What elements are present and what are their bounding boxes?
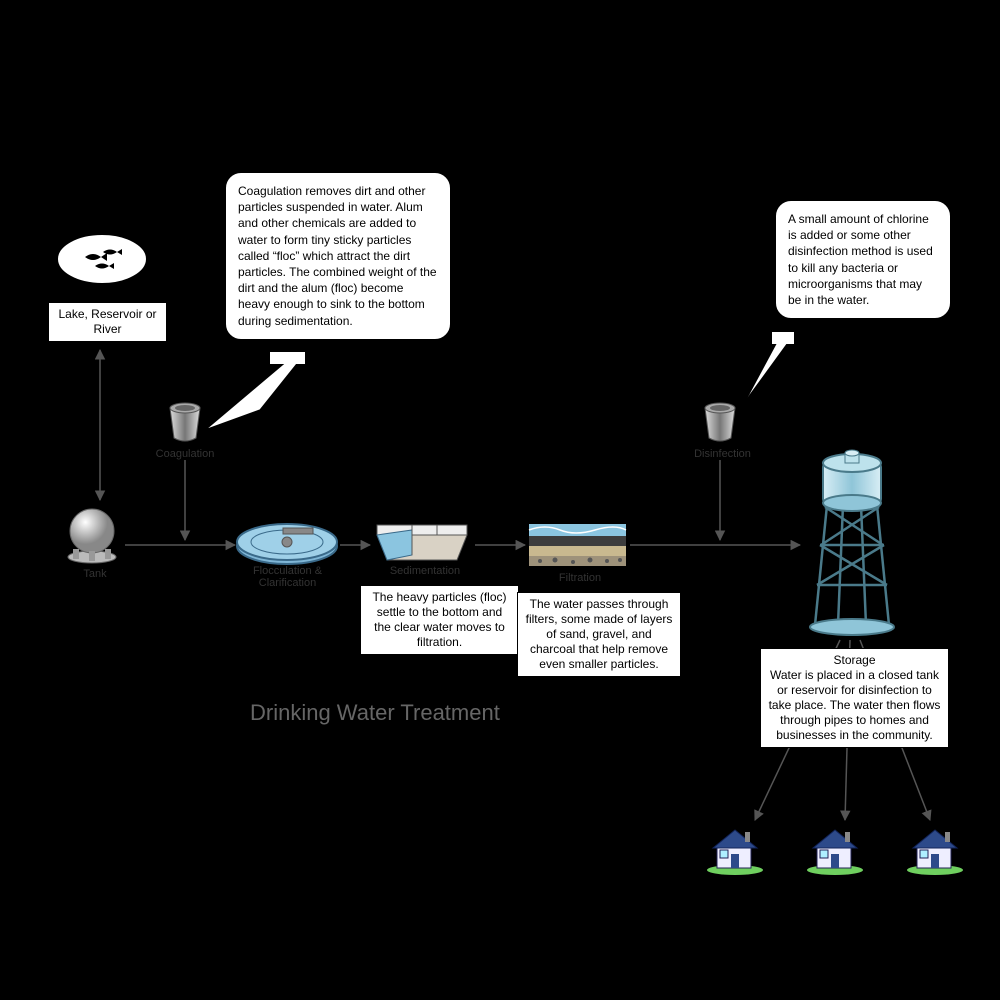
coagulation-icon [165,400,205,445]
disinfection-label: Disinfection [690,448,755,460]
house-icon-3 [905,820,965,875]
storage-body: Water is placed in a closed tank or rese… [769,668,941,742]
tank-icon [65,505,120,565]
lake-icon [55,232,150,287]
house-icon-1 [705,820,765,875]
filtration-label: Filtration [550,572,610,584]
storage-callout: Storage Water is placed in a closed tank… [760,648,949,748]
coagulation-label: Coagulation [150,448,220,460]
sedimentation-label: Sedimentation [385,565,465,577]
flocculation-label: Flocculation & Clarification [240,565,335,589]
storage-heading: Storage [833,653,875,667]
house-icon-2 [805,820,865,875]
water-tower-icon [805,445,900,640]
filtration-callout: The water passes through filters, some m… [517,592,681,677]
filtration-icon [525,520,630,570]
diagram-canvas: Lake, Reservoir or River Tank Coagulatio… [0,0,1000,1000]
coagulation-callout: Coagulation removes dirt and other parti… [225,172,451,340]
diagram-title: Drinking Water Treatment [250,700,500,726]
disinfection-icon [700,400,740,445]
source-label: Lake, Reservoir or River [48,302,167,342]
disinfection-callout: A small amount of chlorine is added or s… [775,200,951,319]
tank-label: Tank [75,568,115,580]
flocculation-icon [235,518,340,568]
sedimentation-callout: The heavy particles (floc) settle to the… [360,585,519,655]
sedimentation-icon [372,520,472,565]
